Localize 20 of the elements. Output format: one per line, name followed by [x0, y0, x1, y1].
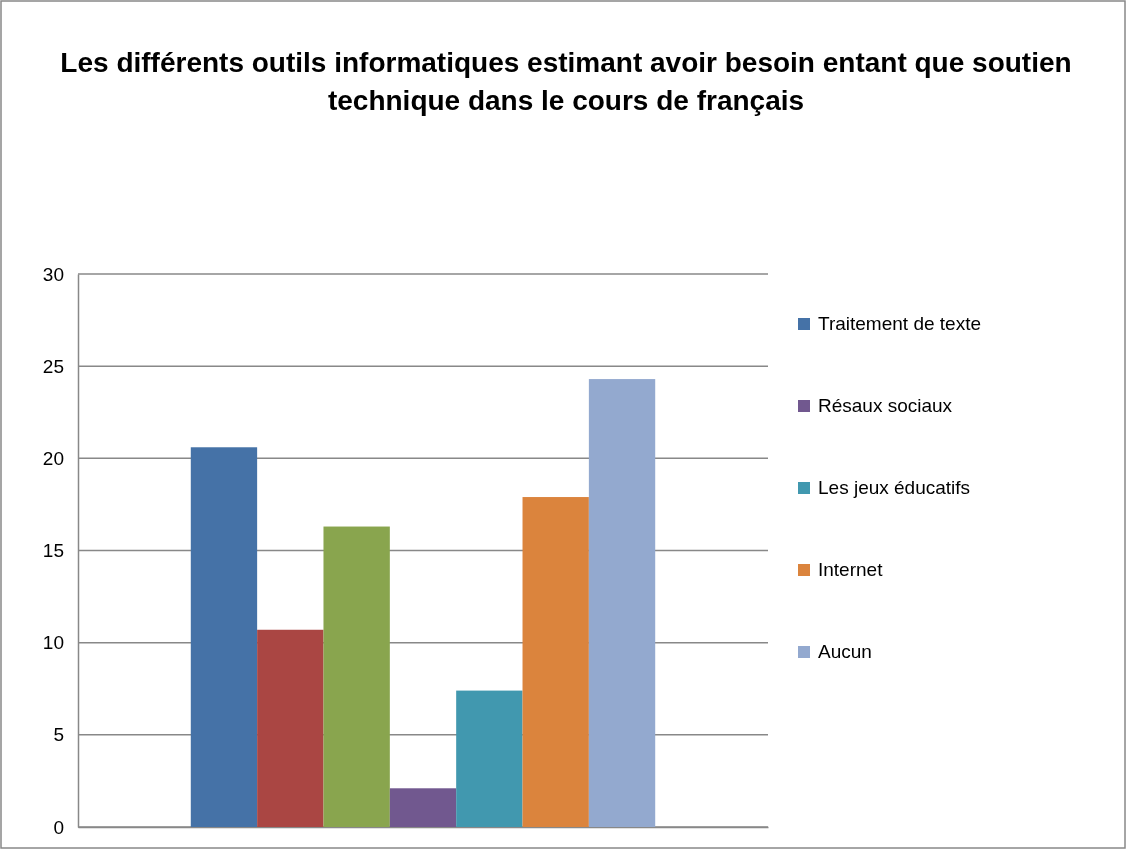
legend-label: Internet	[818, 559, 884, 580]
bar	[389, 788, 457, 827]
y-tick-label: 0	[53, 816, 64, 838]
y-tick-label: 10	[42, 632, 64, 654]
y-tick-label: 30	[42, 263, 64, 285]
bar	[456, 690, 523, 827]
legend-label: Résaux sociaux	[818, 395, 953, 416]
bar	[190, 447, 258, 827]
y-tick-label: 20	[42, 447, 64, 469]
bar	[522, 497, 589, 827]
y-tick-label: 5	[53, 724, 64, 746]
legend-label: Traitement de texte	[818, 313, 981, 334]
bar	[323, 526, 390, 827]
y-tick-label: 25	[42, 355, 64, 377]
legend-label: Aucun	[818, 641, 872, 662]
bar	[588, 379, 656, 827]
legend-label: Les jeux éducatifs	[818, 477, 971, 498]
bar	[257, 629, 324, 827]
chart-title: Les différents outils informatiques estimant avoir besoin entant que soutien technique dans le cours de français	[60, 47, 1072, 116]
y-tick-label: 15	[42, 540, 64, 562]
